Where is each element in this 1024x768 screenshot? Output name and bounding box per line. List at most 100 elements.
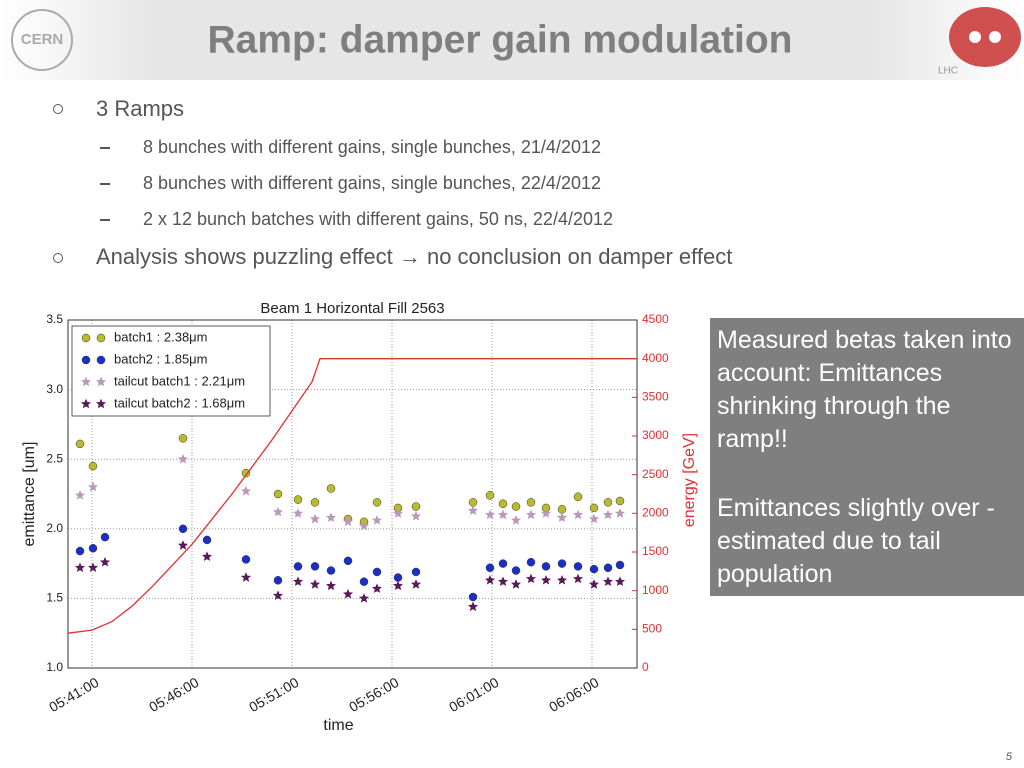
data-point [485, 575, 495, 585]
data-point [541, 562, 551, 571]
legend-marker [81, 355, 91, 365]
y2-tick-label: 1500 [642, 544, 669, 558]
data-point [393, 573, 403, 582]
data-point [178, 453, 188, 464]
sub-bullet-text: 8 bunches with different gains, single b… [143, 137, 601, 157]
callout-text: Emittances slightly over -estimated due … [717, 494, 995, 588]
y2-tick-label: 4000 [642, 351, 669, 365]
x-tick-label: 05:51:00 [246, 674, 301, 715]
data-point [241, 555, 251, 564]
legend-marker [96, 333, 106, 343]
data-point [325, 512, 337, 522]
data-point [178, 540, 188, 550]
data-point [573, 492, 583, 502]
data-point [326, 484, 336, 493]
bullet-text: Analysis shows puzzling effect → no conc… [96, 244, 733, 269]
data-point [74, 490, 86, 500]
y-tick-label: 3.0 [46, 382, 63, 396]
y-tick-label: 2.0 [46, 521, 63, 535]
slide-title: Ramp: damper gain modulation [207, 18, 792, 61]
y2-tick-label: 2500 [642, 467, 669, 481]
legend-label: tailcut batch1 : 2.21μm [114, 373, 245, 388]
data-point [526, 557, 536, 567]
lhc-logo [949, 7, 1021, 67]
data-point [468, 592, 478, 602]
page-number: 5 [1006, 751, 1013, 763]
data-point [485, 563, 495, 573]
data-point [240, 485, 252, 496]
plot-frame [67, 319, 638, 669]
x-tick-label: 06:01:00 [446, 674, 501, 715]
data-point [309, 513, 321, 524]
data-point [498, 559, 508, 568]
data-point [201, 551, 213, 561]
cern-logo-text: CERN [21, 31, 64, 48]
data-point [614, 508, 626, 518]
data-point [557, 559, 567, 568]
data-point [293, 562, 303, 571]
data-point [241, 468, 251, 478]
bullet-marker [53, 104, 63, 114]
data-point [372, 567, 382, 577]
legend-box [71, 325, 271, 417]
data-point [371, 515, 383, 525]
data-point [178, 434, 188, 443]
data-point [87, 481, 99, 492]
data-point [510, 515, 522, 525]
data-point [497, 509, 509, 520]
data-point [511, 566, 521, 575]
lhc-logo-ring [989, 31, 1001, 43]
data-point [411, 567, 421, 577]
data-point [615, 576, 625, 586]
data-point [309, 579, 321, 589]
x-tick-label: 05:46:00 [146, 674, 201, 715]
data-point [343, 556, 353, 566]
data-point [411, 502, 421, 511]
y2-axis-label: energy [GeV] [681, 433, 698, 527]
data-point [589, 503, 599, 513]
legend-label: batch2 : 1.85μm [114, 351, 208, 366]
legend-marker [96, 376, 106, 387]
data-point [342, 516, 354, 527]
data-point [273, 576, 283, 585]
data-point [392, 580, 404, 591]
data-point [540, 508, 552, 518]
data-point [557, 505, 567, 514]
data-point [293, 576, 303, 586]
y-tick-label: 1.5 [46, 591, 63, 605]
data-point [485, 491, 495, 500]
data-point [602, 509, 614, 520]
y2-tick-label: 2000 [642, 506, 669, 520]
data-point [525, 573, 537, 584]
lhc-logo-ring [969, 31, 981, 43]
y2-tick-label: 500 [642, 622, 662, 636]
y2-tick-label: 3500 [642, 390, 669, 404]
data-point [88, 461, 98, 471]
sub-bullet-marker [100, 219, 110, 221]
data-point [603, 563, 613, 573]
data-point [498, 499, 508, 508]
data-point [342, 588, 354, 599]
y2-tick-label: 4500 [642, 312, 669, 326]
data-point [468, 505, 478, 515]
legend-marker [81, 376, 91, 387]
data-point [410, 511, 422, 521]
legend-marker [81, 398, 91, 409]
data-point [588, 579, 600, 589]
data-point [467, 601, 479, 612]
cern-logo [11, 9, 73, 71]
data-point [273, 489, 283, 499]
data-point [589, 564, 599, 574]
legend-label: tailcut batch2 : 1.68μm [114, 395, 245, 410]
data-point [88, 544, 98, 553]
data-point [99, 556, 111, 567]
bullet-marker [53, 253, 63, 263]
sub-bullet-marker [100, 183, 110, 185]
data-point [572, 573, 584, 584]
data-point [510, 579, 522, 589]
header-band [0, 0, 1024, 80]
x-tick-label: 05:41:00 [46, 674, 101, 715]
chart-title: Beam 1 Horizontal Fill 2563 [260, 300, 444, 317]
